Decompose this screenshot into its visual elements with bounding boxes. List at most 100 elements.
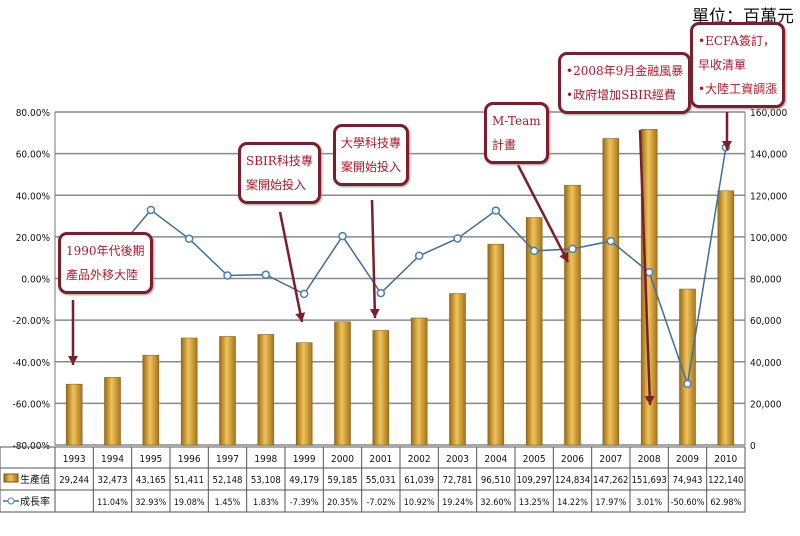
- arrow-head-icon: [722, 141, 732, 150]
- bar-2008: [640, 129, 658, 446]
- arrow-head-icon: [295, 312, 306, 322]
- growth-value-label: 14.22%: [557, 498, 588, 508]
- bar-value-label: 52,148: [213, 475, 243, 486]
- legend-line-marker: [7, 497, 15, 505]
- point-1999: [299, 289, 309, 299]
- bar-value-label: 59,185: [328, 475, 358, 486]
- annotation-text: 大學科技專: [341, 136, 402, 150]
- x-tick-label: 2001: [369, 454, 392, 465]
- left-tick-label: 80.00%: [16, 108, 51, 119]
- annotation-text: 計畫: [492, 138, 517, 152]
- point-2008: [644, 267, 654, 277]
- annotation-arrow: [516, 164, 570, 263]
- bar-value-label: 61,039: [404, 475, 434, 486]
- annotation-text: 1990年代後期: [66, 244, 145, 258]
- bar-1995: [142, 354, 160, 446]
- arrow-head-icon: [644, 395, 655, 405]
- right-tick-label: 160,000: [750, 108, 787, 119]
- bar-value-label: 151,693: [631, 475, 666, 486]
- point-1998: [261, 270, 271, 279]
- annotation-text: •2008年9月金融風暴: [566, 64, 684, 78]
- growth-value-label: 10.92%: [404, 498, 435, 508]
- bar-1996: [180, 337, 198, 446]
- bar-2003: [449, 293, 466, 446]
- growth-value-label: -7.39%: [290, 498, 319, 508]
- x-tick-label: 1997: [216, 454, 239, 465]
- x-tick-label: 1998: [254, 454, 277, 465]
- annotation-box: •2008年9月金融風暴 •政府增加SBIR經費: [558, 52, 692, 114]
- growth-value-label: 1.83%: [253, 498, 279, 508]
- annotation-box: •ECFA簽訂， 早收清單 •大陸工資調漲: [690, 22, 786, 108]
- bar-2010: [717, 190, 735, 446]
- bar-2000: [334, 321, 351, 446]
- growth-value-label: 62.98%: [710, 498, 741, 508]
- growth-value-label: 1.45%: [215, 498, 241, 508]
- left-tick-label: 0.00%: [21, 275, 50, 286]
- legend-bar-label: 生產值: [20, 473, 50, 486]
- annotation-arrow: [278, 211, 304, 323]
- x-tick-label: 2010: [714, 454, 737, 465]
- point-1997: [223, 271, 232, 280]
- bar-1998: [257, 334, 275, 446]
- x-tick-label: 2008: [638, 454, 661, 465]
- x-tick-label: 1995: [139, 454, 162, 465]
- bar-2001: [372, 330, 390, 446]
- x-tick-label: 1994: [101, 454, 124, 465]
- x-tick-label: 1996: [178, 454, 201, 465]
- right-tick-label: 80,000: [750, 275, 782, 286]
- right-tick-label: 0: [750, 441, 756, 452]
- point-2001: [376, 288, 386, 298]
- point-2009: [683, 379, 692, 389]
- arrow-head-icon: [369, 308, 380, 318]
- bar-value-label: 74,943: [673, 475, 703, 486]
- bar-1997: [219, 336, 236, 446]
- bar-value-label: 72,781: [443, 475, 473, 486]
- bar-value-label: 49,179: [289, 475, 319, 486]
- x-tick-label: 1993: [63, 454, 86, 465]
- x-tick-label: 2009: [676, 454, 699, 465]
- left-tick-label: 60.00%: [16, 150, 51, 161]
- bar-value-label: 29,244: [59, 475, 89, 486]
- point-2002: [414, 251, 424, 261]
- bar-1999: [295, 342, 313, 446]
- growth-value-label: 32.60%: [480, 498, 511, 508]
- growth-value-label: 19.24%: [442, 498, 473, 508]
- growth-value-label: 32.93%: [135, 498, 166, 508]
- left-tick-label: -60.00%: [12, 399, 50, 410]
- annotation-text: •ECFA簽訂，: [698, 34, 775, 48]
- right-tick-label: 40,000: [750, 358, 782, 369]
- x-tick-label: 2007: [599, 454, 622, 465]
- point-2003: [453, 234, 462, 243]
- annotation-arrow: [370, 199, 377, 319]
- bar-value-label: 124,834: [555, 475, 590, 486]
- arrow-head-icon: [68, 356, 78, 365]
- bar-1994: [104, 377, 121, 446]
- bar-2004: [487, 243, 505, 446]
- bar-2009: [679, 288, 696, 446]
- legend-bar-icon: [3, 473, 19, 483]
- point-2007: [606, 236, 616, 246]
- growth-value-label: 20.35%: [327, 498, 358, 508]
- bar-value-label: 43,165: [136, 475, 166, 486]
- bar-value-label: 55,031: [366, 475, 396, 486]
- x-tick-label: 2006: [561, 454, 584, 465]
- point-2004: [491, 206, 501, 215]
- bar-2005: [525, 217, 543, 446]
- bar-value-label: 147,262: [593, 475, 628, 486]
- annotation-text: M-Team: [492, 114, 541, 128]
- bar-value-label: 53,108: [251, 475, 281, 486]
- x-tick-label: 2004: [484, 454, 507, 465]
- bar-value-label: 122,140: [708, 475, 743, 486]
- right-tick-label: 60,000: [750, 316, 782, 327]
- point-2000: [338, 231, 347, 241]
- growth-value-label: -7.02%: [367, 498, 396, 508]
- annotation-text: •政府增加SBIR經費: [566, 88, 676, 102]
- left-tick-label: -40.00%: [12, 358, 50, 369]
- left-tick-label: 20.00%: [16, 233, 51, 244]
- annotation-box: 大學科技專 案開始投入: [333, 124, 410, 186]
- bar-1993: [65, 383, 83, 446]
- left-tick-label: -20.00%: [12, 316, 50, 327]
- point-1995: [146, 205, 156, 215]
